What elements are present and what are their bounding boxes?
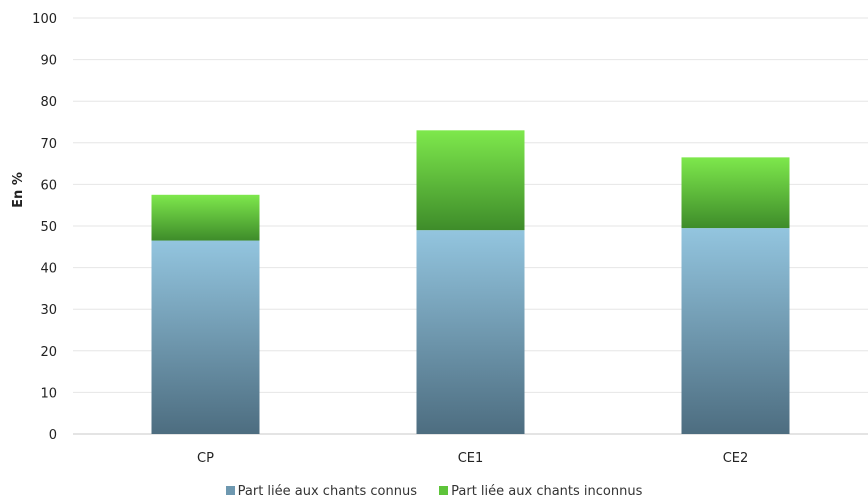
y-tick-label: 60 <box>40 178 57 193</box>
bar-ce1-series-2 <box>416 130 525 231</box>
legend-item-known: Part liée aux chants connus <box>225 484 417 499</box>
y-tick-label: 30 <box>40 303 57 318</box>
bar-ce2-series-2 <box>681 157 790 229</box>
legend-item-unknown: Part liée aux chants inconnus <box>439 484 642 499</box>
x-tick-label: CP <box>197 451 214 466</box>
legend-label-unknown: Part liée aux chants inconnus <box>451 484 643 499</box>
y-tick-label: 80 <box>40 95 57 110</box>
y-tick-label: 40 <box>40 262 57 277</box>
legend-swatch-unknown <box>439 486 449 495</box>
x-tick-label: CE1 <box>458 451 484 466</box>
y-axis-title: En % <box>11 172 26 208</box>
bar-cp-series-1 <box>151 240 260 434</box>
x-tick-label: CE2 <box>723 451 749 466</box>
y-axis-ticks: 0 10 20 30 40 50 60 70 80 90 100 <box>32 12 57 443</box>
y-tick-label: 90 <box>40 54 57 69</box>
bar-ce1-series-1 <box>416 230 525 434</box>
legend-label-known: Part liée aux chants connus <box>237 484 417 499</box>
y-tick-label: 0 <box>49 428 57 443</box>
y-tick-label: 70 <box>40 137 57 152</box>
bar-ce2-series-1 <box>681 228 790 434</box>
x-axis-ticks: CP CE1 CE2 <box>197 451 748 466</box>
legend: Part liée aux chants connus Part liée au… <box>0 484 868 499</box>
y-tick-label: 20 <box>40 345 57 360</box>
bars <box>151 130 790 434</box>
y-tick-label: 50 <box>40 220 57 235</box>
y-tick-label: 100 <box>32 12 57 27</box>
bar-cp-series-2 <box>151 194 260 241</box>
legend-swatch-known <box>225 486 235 495</box>
y-tick-label: 10 <box>40 386 57 401</box>
